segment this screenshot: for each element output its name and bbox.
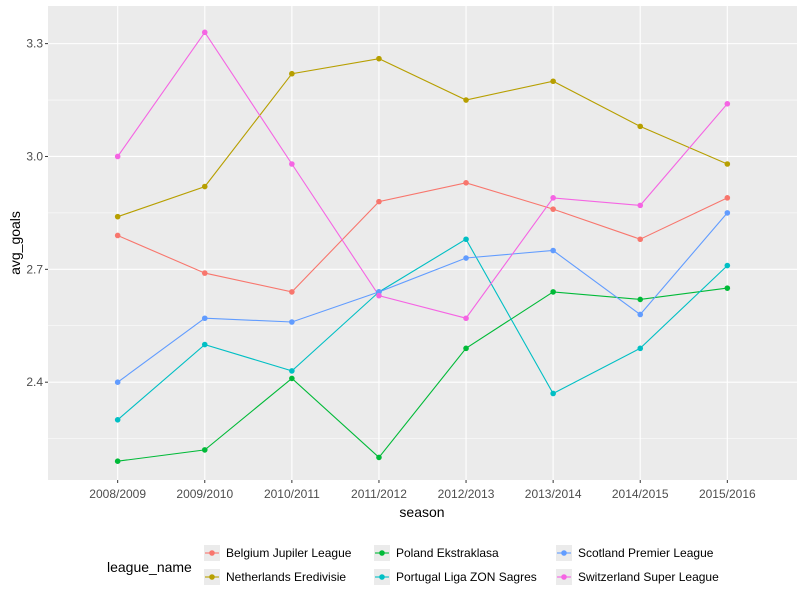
data-point	[376, 198, 382, 205]
data-point	[463, 97, 469, 103]
legend-key-point	[379, 574, 385, 580]
data-point	[550, 247, 556, 254]
data-point	[201, 447, 208, 453]
legend-key-point	[561, 550, 567, 556]
legend-item: Scotland Premier League	[556, 545, 714, 561]
data-point	[724, 195, 731, 201]
data-point	[201, 270, 208, 276]
data-point	[463, 180, 469, 186]
x-tick-label: 2011/2012	[351, 487, 407, 501]
data-point	[201, 29, 208, 36]
data-point	[289, 70, 295, 77]
x-tick-label: 2013/2014	[525, 487, 582, 501]
y-tick-label: 3.3	[26, 37, 43, 51]
data-point	[376, 454, 382, 461]
legend-title: league_name	[107, 559, 192, 575]
legend-label: Poland Ekstraklasa	[396, 546, 499, 560]
x-tick-label: 2010/2011	[264, 487, 320, 501]
series-line	[117, 287, 728, 462]
data-point	[550, 195, 556, 201]
x-tick-label: 2008/2009	[89, 487, 146, 501]
data-point	[201, 183, 208, 190]
grid-major	[48, 6, 797, 480]
series-points	[114, 29, 731, 464]
series-line	[117, 182, 728, 293]
y-tick-label: 2.4	[26, 375, 43, 389]
legend-key-point	[379, 550, 385, 556]
legend-label: Belgium Jupiler League	[226, 546, 352, 560]
data-point	[289, 161, 295, 167]
legend-key-point	[209, 550, 215, 556]
legend-key-point	[209, 574, 215, 580]
data-point	[289, 375, 295, 382]
y-axis: 2.4 2.7 3.0 3.3	[26, 37, 48, 389]
data-point	[724, 285, 731, 291]
legend-key-point	[561, 574, 567, 580]
series-line	[117, 58, 728, 218]
data-point	[463, 345, 469, 352]
series-line	[117, 212, 728, 383]
legend-label: Switzerland Super League	[578, 570, 719, 584]
data-point	[463, 236, 469, 243]
data-point	[201, 341, 208, 348]
legend-item: Portugal Liga ZON Sagres	[374, 569, 537, 585]
x-tick-label: 2015/2016	[699, 487, 756, 501]
y-axis-title: avg_goals	[7, 211, 23, 275]
data-point	[550, 289, 556, 295]
x-tick-label: 2012/2013	[438, 487, 495, 501]
data-point	[289, 368, 295, 374]
legend-item: Netherlands Eredivisie	[204, 569, 346, 585]
legend-label: Scotland Premier League	[578, 546, 714, 560]
data-point	[376, 55, 382, 62]
data-point	[637, 311, 644, 318]
data-point	[463, 315, 469, 322]
x-tick-label: 2009/2010	[176, 487, 233, 501]
legend-label: Netherlands Eredivisie	[226, 570, 346, 584]
x-axis: 2008/2009 2009/2010 2010/2011 2011/2012 2012…	[89, 480, 756, 501]
data-point	[724, 262, 731, 269]
data-point	[724, 161, 731, 167]
data-point	[114, 458, 121, 464]
data-point	[114, 213, 121, 220]
legend-item: Poland Ekstraklasa	[374, 545, 499, 561]
data-point	[550, 78, 556, 85]
data-point	[289, 289, 295, 295]
series-line	[117, 31, 728, 319]
legend-label: Portugal Liga ZON Sagres	[396, 570, 537, 584]
data-point	[289, 319, 295, 325]
data-point	[114, 379, 121, 385]
data-point	[114, 153, 121, 160]
y-tick-label: 2.7	[26, 262, 43, 276]
x-tick-label: 2014/2015	[612, 487, 669, 501]
data-point	[724, 101, 731, 107]
data-point	[550, 390, 556, 397]
legend: Belgium Jupiler League Netherlands Erediv…	[204, 545, 719, 585]
legend-item: Belgium Jupiler League	[204, 545, 352, 561]
data-point	[114, 232, 121, 239]
y-tick-label: 3.0	[26, 149, 43, 163]
legend-item: Switzerland Super League	[556, 569, 719, 585]
data-point	[201, 315, 208, 322]
data-point	[463, 255, 469, 261]
data-point	[637, 345, 644, 352]
data-point	[114, 417, 121, 423]
series-lines	[117, 31, 728, 462]
data-point	[637, 296, 644, 303]
data-point	[637, 123, 644, 130]
plot-panel	[48, 6, 797, 480]
data-point	[376, 292, 382, 299]
data-point	[637, 236, 644, 243]
data-point	[550, 206, 556, 212]
data-point	[637, 202, 644, 209]
grid-minor	[48, 99, 797, 439]
data-point	[724, 210, 731, 216]
x-axis-title: season	[399, 504, 444, 520]
series-line	[117, 238, 728, 421]
